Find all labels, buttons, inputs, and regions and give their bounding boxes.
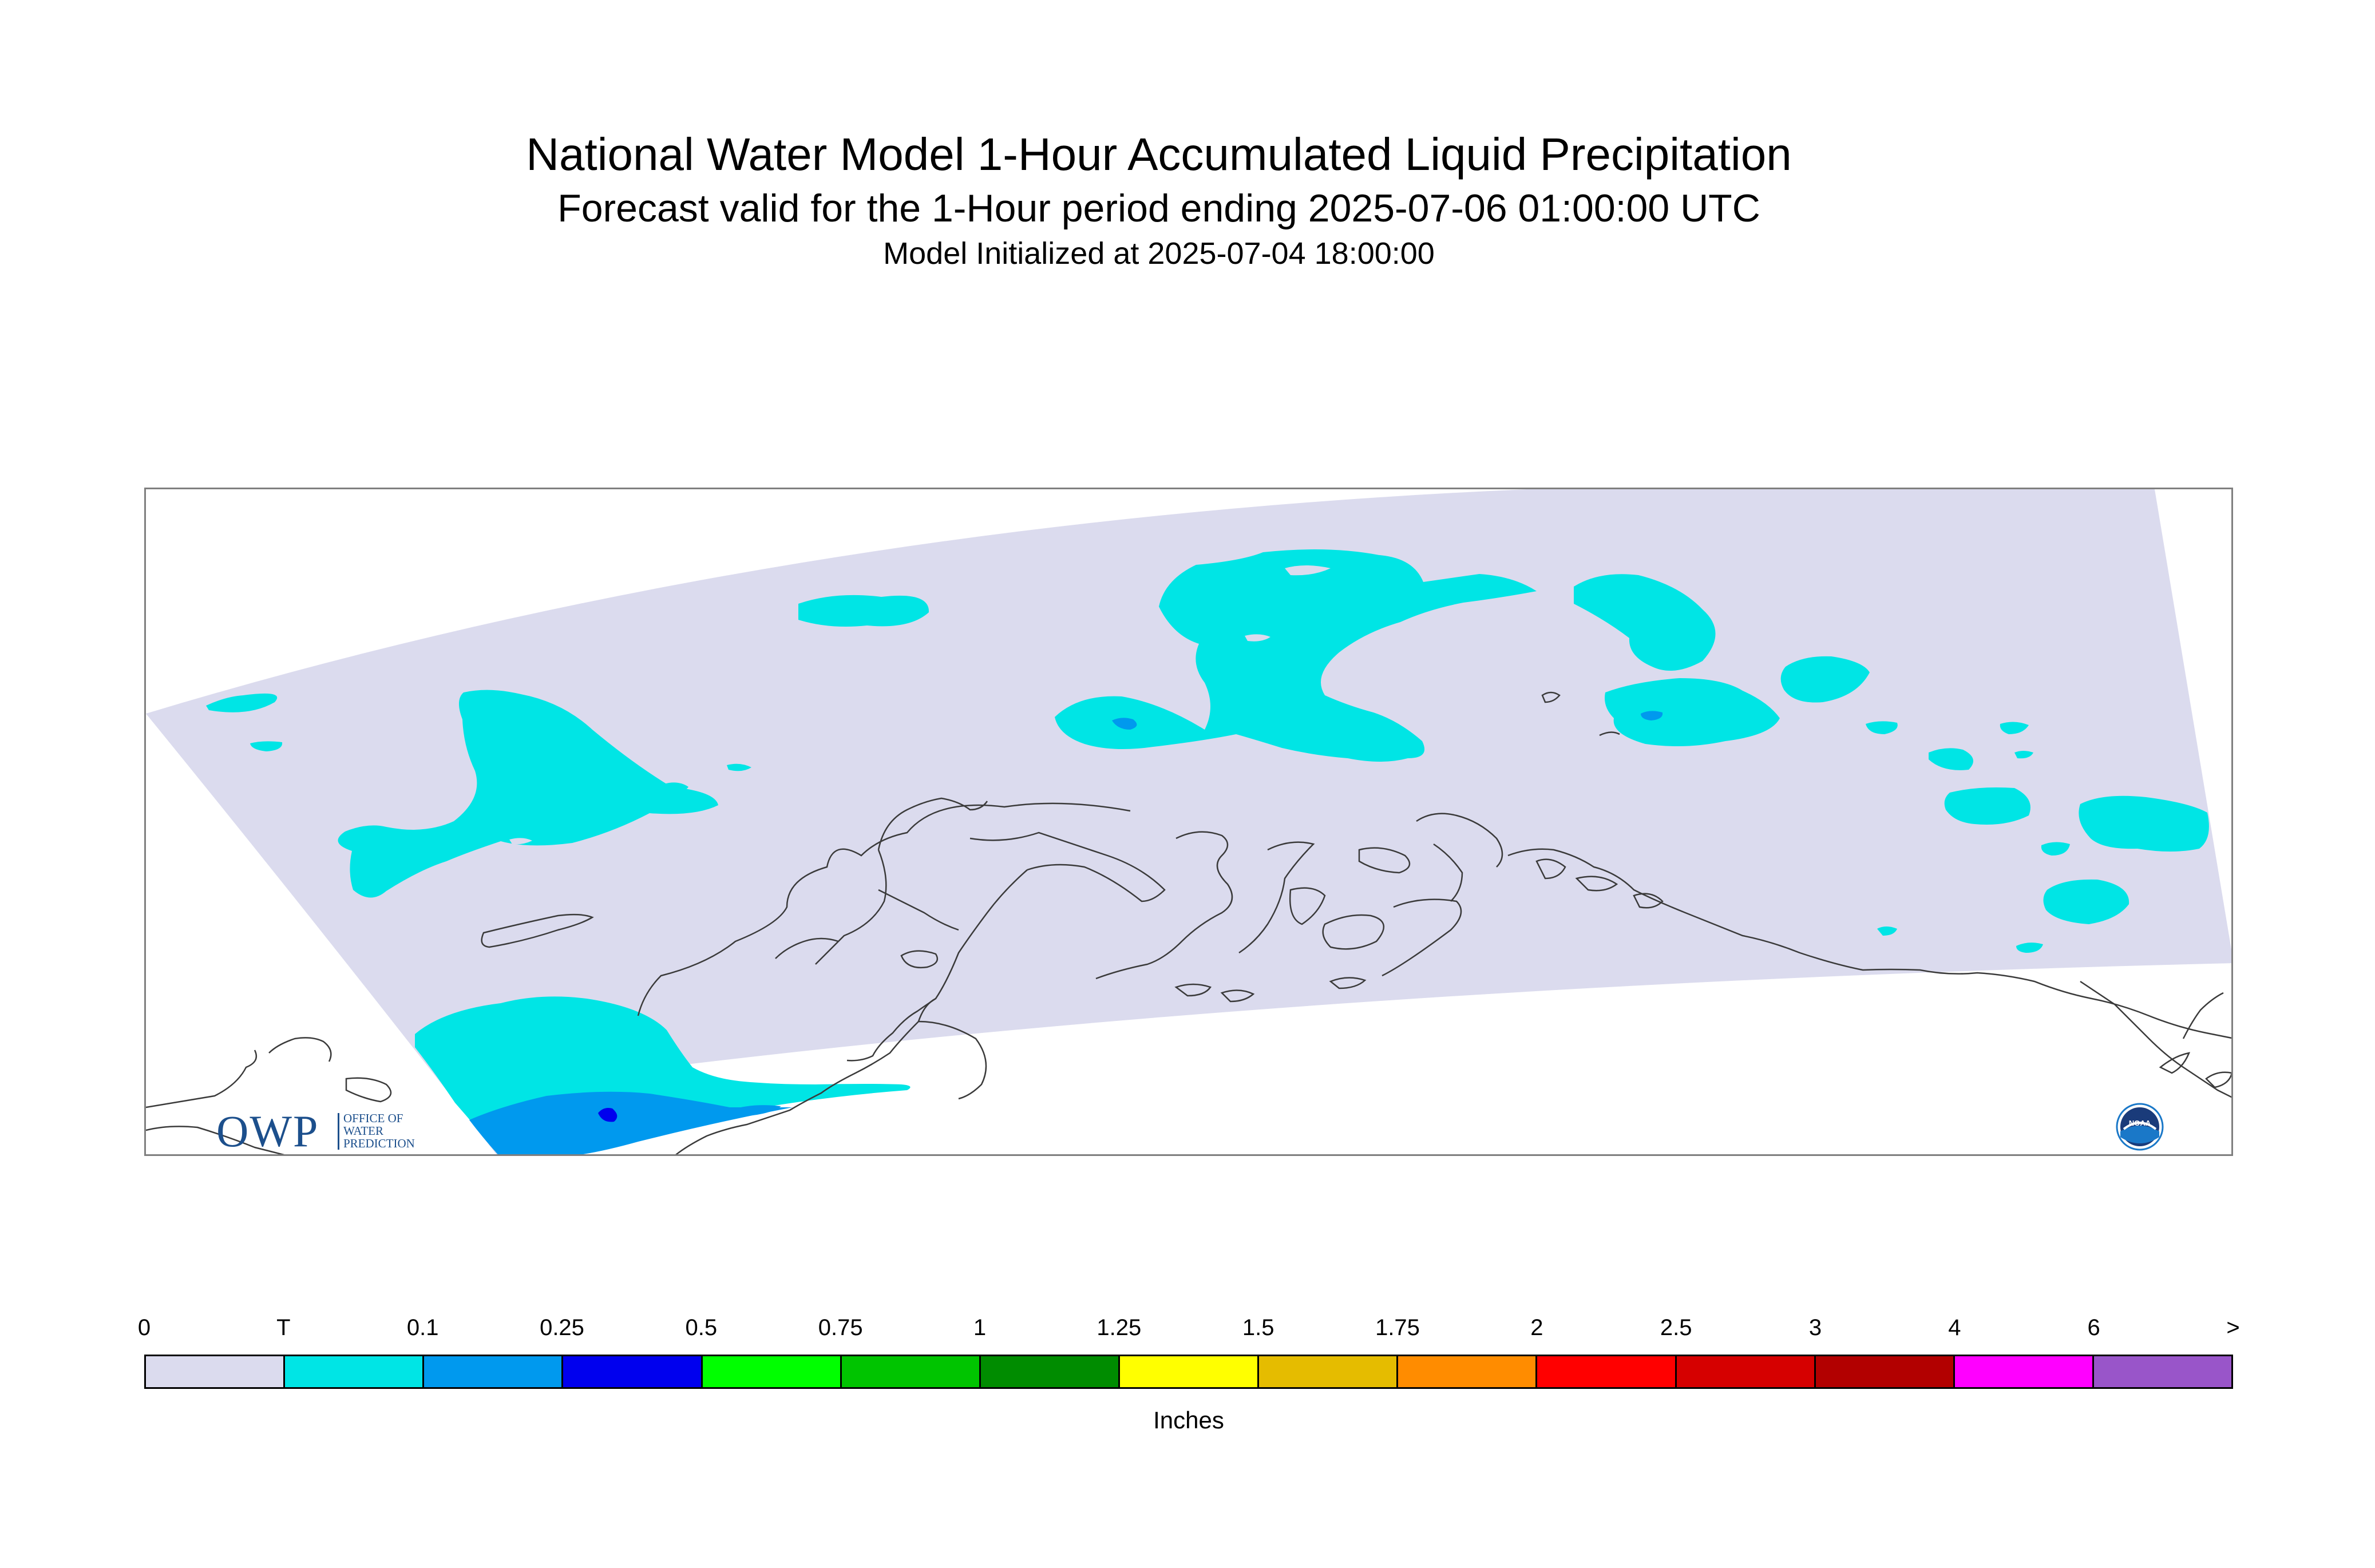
legend-swatch	[146, 1356, 286, 1387]
legend-swatch	[1537, 1356, 1677, 1387]
noaa-logo: NOAA	[2116, 1103, 2164, 1151]
legend-swatch	[702, 1356, 842, 1387]
legend-swatch	[841, 1356, 981, 1387]
color-legend-bar	[144, 1355, 2233, 1389]
legend-swatch	[2093, 1356, 2232, 1387]
legend-swatch	[1119, 1356, 1260, 1387]
map-frame	[144, 488, 2233, 1156]
legend-label: 3	[1808, 1315, 1822, 1340]
legend-label: 0.25	[540, 1315, 584, 1340]
legend-label: 0.75	[818, 1315, 863, 1340]
legend-swatch	[1676, 1356, 1816, 1387]
owp-sub-line-2: WATER	[343, 1124, 383, 1138]
owp-sub-line-1: OFFICE OF	[343, 1111, 403, 1125]
domain-gaps	[509, 565, 1331, 845]
legend-swatch	[1815, 1356, 1955, 1387]
trace-precip-areas	[206, 549, 2209, 1130]
owp-logo-text: OWP	[216, 1106, 319, 1156]
legend-swatch	[1259, 1356, 1399, 1387]
quarter-inch-precip-areas	[598, 1108, 618, 1122]
alaska-precip-map	[146, 489, 2231, 1154]
owp-sub-line-3: PREDICTION	[343, 1137, 415, 1150]
owp-logo-divider	[338, 1113, 339, 1150]
legend-label: 2.5	[1660, 1315, 1692, 1340]
title-block: National Water Model 1-Hour Accumulated …	[0, 126, 2318, 274]
legend-label: >	[2226, 1315, 2240, 1340]
map-title: National Water Model 1-Hour Accumulated …	[526, 129, 1792, 180]
legend-label: 1.5	[1242, 1315, 1274, 1340]
legend-label: 6	[2087, 1315, 2100, 1340]
noaa-logo-icon: NOAA	[2116, 1103, 2164, 1151]
owp-logo: OWP OFFICE OF WATER PREDICTION	[216, 1108, 434, 1154]
legend-label: 4	[1948, 1315, 1961, 1340]
legend-label: 0.5	[685, 1315, 718, 1340]
legend-swatch	[285, 1356, 425, 1387]
legend-label: 0	[137, 1315, 151, 1340]
legend-swatch	[980, 1356, 1120, 1387]
noaa-logo-text: NOAA	[2129, 1119, 2151, 1127]
legend-swatch	[424, 1356, 564, 1387]
legend-swatch	[1398, 1356, 1538, 1387]
legend-label: 2	[1530, 1315, 1543, 1340]
legend-label: T	[276, 1315, 291, 1340]
legend-label: 0.1	[406, 1315, 439, 1340]
legend-label: 1.25	[1097, 1315, 1142, 1340]
model-domain	[146, 489, 2231, 1154]
legend-label: 1.75	[1375, 1315, 1420, 1340]
legend-unit-label: Inches	[1153, 1407, 1224, 1434]
legend-labels: 0 T 0.1 0.25 0.5 0.75 1 1.25 1.5 1.75 2 2.5 3 4 6 >	[138, 1313, 2240, 1348]
legend-label: 1	[973, 1315, 987, 1340]
tenth-inch-precip-areas	[469, 711, 1663, 1154]
legend-swatch	[1954, 1356, 2094, 1387]
forecast-valid-subtitle: Forecast valid for the 1-Hour period end…	[557, 187, 1760, 230]
legend-swatch	[563, 1356, 703, 1387]
model-init-line: Model Initialized at 2025-07-04 18:00:00	[883, 236, 1435, 271]
owp-logo-subtext: OFFICE OF WATER PREDICTION	[343, 1112, 415, 1150]
coastlines	[146, 691, 2231, 1154]
